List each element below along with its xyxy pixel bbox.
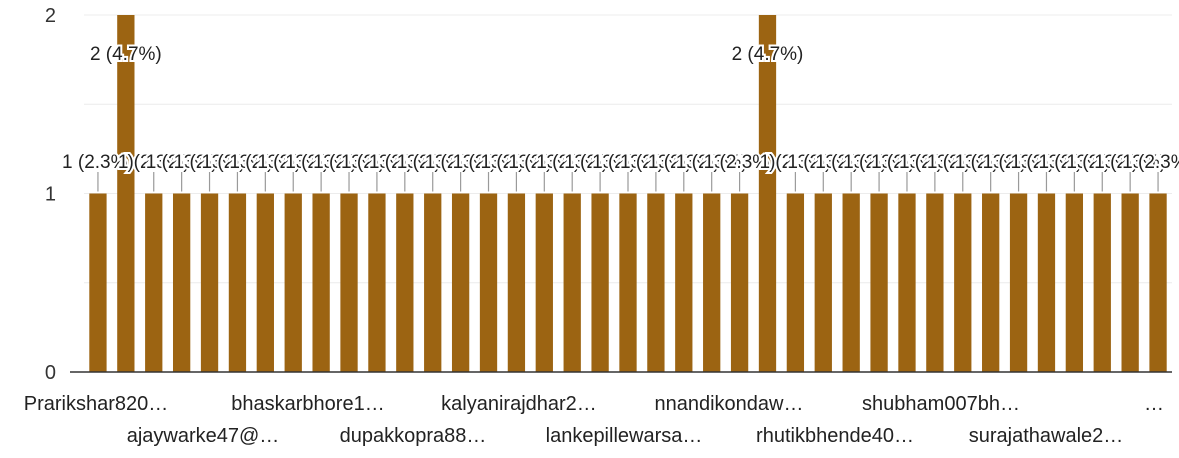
data-label: 1 (2.3%) bbox=[369, 152, 441, 173]
data-label: 1 (2.3%) bbox=[1066, 152, 1138, 173]
data-label: 1 (2.3%) bbox=[1038, 152, 1110, 173]
data-label: 1 (2.3%) bbox=[843, 152, 915, 173]
bar bbox=[730, 193, 749, 372]
bar bbox=[396, 193, 414, 372]
x-tick-label: ajaywarke47@… bbox=[127, 425, 280, 447]
x-tick-label: surajathawale2… bbox=[969, 425, 1124, 447]
bar bbox=[172, 193, 191, 372]
bar bbox=[814, 193, 832, 372]
bar bbox=[535, 193, 553, 372]
data-label: 1 (2.3%) bbox=[229, 152, 301, 173]
data-label: 1 (2.3%) bbox=[927, 152, 999, 173]
bar bbox=[451, 193, 470, 372]
bar bbox=[982, 193, 1000, 372]
bar bbox=[703, 193, 721, 372]
data-label: 1 (2.3%) bbox=[508, 152, 580, 173]
x-tick-label: dupakkopra88… bbox=[340, 425, 487, 447]
bar bbox=[675, 193, 693, 372]
data-label: 1 (2.3%) bbox=[341, 152, 413, 173]
data-label: 1 (2.3%) bbox=[62, 152, 134, 173]
bar bbox=[284, 193, 302, 372]
data-label: 1 (2.3%) bbox=[118, 152, 190, 173]
bar bbox=[340, 193, 358, 372]
data-label: 1 (2.3%) bbox=[453, 152, 525, 173]
bar bbox=[256, 193, 274, 372]
bar bbox=[424, 193, 442, 372]
data-labels: 1 (2.3%)2 (4.7%)1 (2.3%)1 (2.3%)1 (2.3%)… bbox=[60, 42, 1179, 192]
data-label: 1 (2.3%) bbox=[815, 152, 887, 173]
data-label: 1 (2.3%) bbox=[174, 152, 246, 173]
data-label: 1 (2.3%) bbox=[592, 152, 664, 173]
data-label: 1 (2.3%) bbox=[481, 152, 553, 173]
bar bbox=[1093, 193, 1111, 372]
x-tick-label: nnandikondaw… bbox=[655, 393, 804, 415]
data-label: 1 (2.3%) bbox=[983, 152, 1055, 173]
bars bbox=[89, 15, 1167, 372]
bar bbox=[89, 193, 107, 372]
bar bbox=[117, 15, 135, 372]
data-label: 1 (2.3%) bbox=[536, 152, 608, 173]
data-label: 1 (2.3%) bbox=[564, 152, 636, 173]
data-label: 1 (2.3%) bbox=[1122, 152, 1179, 173]
data-label: 1 (2.3%) bbox=[285, 152, 357, 173]
bar bbox=[507, 193, 526, 372]
y-tick-label: 0 bbox=[45, 362, 56, 384]
x-tick-label: lankepillewarsa… bbox=[546, 425, 703, 447]
y-tick-label: 1 bbox=[45, 184, 56, 206]
bar bbox=[842, 193, 860, 372]
x-tick-label: rhutikbhende40… bbox=[756, 425, 914, 447]
data-label: 1 (2.3%) bbox=[425, 152, 497, 173]
bar bbox=[786, 193, 805, 372]
x-tick-label: shubham007bh… bbox=[862, 393, 1020, 415]
bar bbox=[898, 193, 916, 372]
data-label: 1 (2.3%) bbox=[787, 152, 859, 173]
data-label: 1 (2.3%) bbox=[1011, 152, 1083, 173]
bar bbox=[145, 193, 163, 372]
data-label: 1 (2.3%) bbox=[397, 152, 469, 173]
bar bbox=[1065, 193, 1084, 372]
data-label: 1 (2.3%) bbox=[648, 152, 720, 173]
x-tick-label: … bbox=[1144, 393, 1164, 415]
y-tick-label: 2 bbox=[45, 5, 56, 27]
bar bbox=[1009, 193, 1028, 372]
data-label: 1 (2.3%) bbox=[759, 152, 831, 173]
data-label: 2 (4.7%) bbox=[732, 44, 804, 65]
bar bbox=[870, 193, 888, 372]
bar bbox=[228, 193, 247, 372]
bar bbox=[1121, 193, 1139, 372]
x-tick-label: bhaskarbhore1… bbox=[231, 393, 384, 415]
x-tick-label: kalyanirajdhar2… bbox=[441, 393, 597, 415]
bar bbox=[368, 193, 386, 372]
data-label: 1 (2.3%) bbox=[202, 152, 274, 173]
x-tick-label: Prarikshar820… bbox=[24, 393, 169, 415]
data-label: 1 (2.3%) bbox=[146, 152, 218, 173]
data-label: 1 (2.3%) bbox=[955, 152, 1027, 173]
bar bbox=[926, 193, 944, 372]
bar bbox=[591, 193, 609, 372]
data-label: 1 (2.3%) bbox=[871, 152, 943, 173]
y-axis: 0 1 2 bbox=[45, 5, 56, 384]
bar bbox=[563, 193, 581, 372]
bar bbox=[1149, 193, 1167, 372]
data-label: 1 (2.3%) bbox=[257, 152, 329, 173]
bar bbox=[647, 193, 665, 372]
bar bbox=[758, 15, 777, 372]
bar bbox=[312, 193, 330, 372]
bar bbox=[619, 193, 637, 372]
data-label: 1 (2.3%) bbox=[704, 152, 776, 173]
bar bbox=[954, 193, 972, 372]
bar bbox=[479, 193, 498, 372]
bar bbox=[1037, 193, 1056, 372]
data-label: 1 (2.3%) bbox=[1094, 152, 1166, 173]
data-label: 1 (2.3%) bbox=[899, 152, 971, 173]
bar bbox=[200, 193, 219, 372]
data-label: 1 (2.3%) bbox=[676, 152, 748, 173]
x-axis-labels: Prarikshar820… bhaskarbhore1… kalyanirajdh… bbox=[24, 393, 1164, 447]
data-label: 1 (2.3%) bbox=[313, 152, 385, 173]
data-label: 2 (4.7%) bbox=[90, 44, 162, 65]
data-label: 1 (2.3%) bbox=[620, 152, 692, 173]
